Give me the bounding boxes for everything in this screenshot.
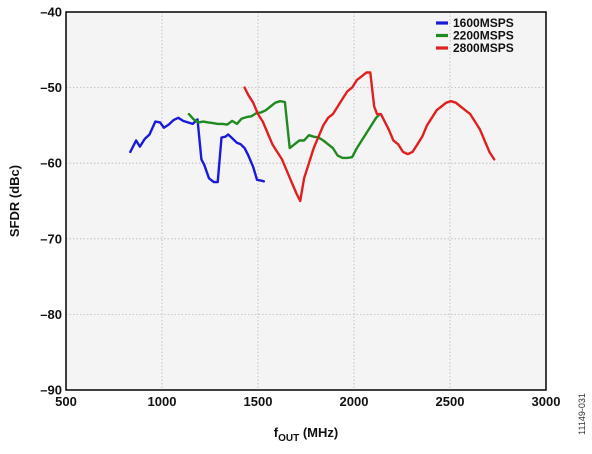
x-axis-title-main: f	[274, 425, 279, 440]
x-tick-label: 1000	[148, 394, 177, 409]
y-tick-label: –60	[40, 156, 62, 171]
legend-label-1600MSPS: 1600MSPS	[453, 16, 514, 30]
x-tick-label: 500	[55, 394, 77, 409]
plot-frame	[65, 11, 547, 391]
y-tick-label: –80	[40, 307, 62, 322]
x-tick-label: 2500	[436, 394, 465, 409]
grid	[66, 12, 546, 390]
x-axis-title-unit: (MHz)	[299, 425, 338, 440]
x-axis-title-subscript: OUT	[278, 433, 299, 444]
series-line-2200MSPS	[187, 99, 382, 160]
y-tick-label: –50	[40, 80, 62, 95]
y-tick-label: –40	[40, 5, 62, 20]
y-tick-label: –70	[40, 231, 62, 246]
series-line-1600MSPS	[129, 116, 265, 184]
legend-label-2800MSPS: 2800MSPS	[453, 41, 514, 55]
plot-area	[66, 12, 546, 390]
y-tick-label: –90	[40, 383, 62, 398]
x-tick-label: 1500	[244, 394, 273, 409]
x-tick-label: 3000	[532, 394, 561, 409]
legend-label-2200MSPS: 2200MSPS	[453, 29, 514, 43]
y-axis-title: SFDR (dBc)	[7, 165, 22, 237]
series-layer	[129, 71, 496, 203]
x-tick-label: 2000	[340, 394, 369, 409]
x-axis-title: fOUT (MHz)	[274, 425, 338, 444]
tick-labels: 500 1000 1500 2000 2500 3000 –40 –50 –60 –70 –80 –9…	[40, 5, 560, 410]
series-line-2800MSPS	[243, 71, 496, 203]
figure-id: 11149-031	[577, 393, 587, 435]
